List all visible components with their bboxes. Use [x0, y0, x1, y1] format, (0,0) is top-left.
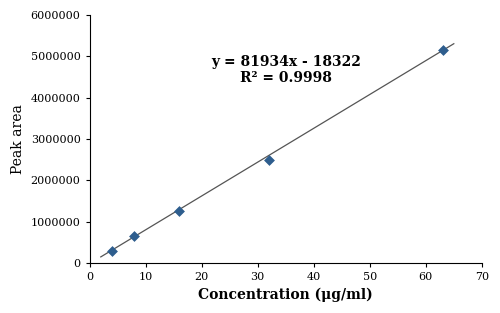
- X-axis label: Concentration (μg/ml): Concentration (μg/ml): [198, 288, 373, 302]
- Text: y = 81934x - 18322
R² = 0.9998: y = 81934x - 18322 R² = 0.9998: [211, 54, 360, 85]
- Point: [108, 248, 116, 253]
- Point: [175, 209, 183, 214]
- Point: [130, 233, 138, 239]
- Point: [438, 48, 446, 53]
- Point: [265, 157, 273, 162]
- Y-axis label: Peak area: Peak area: [11, 104, 25, 174]
